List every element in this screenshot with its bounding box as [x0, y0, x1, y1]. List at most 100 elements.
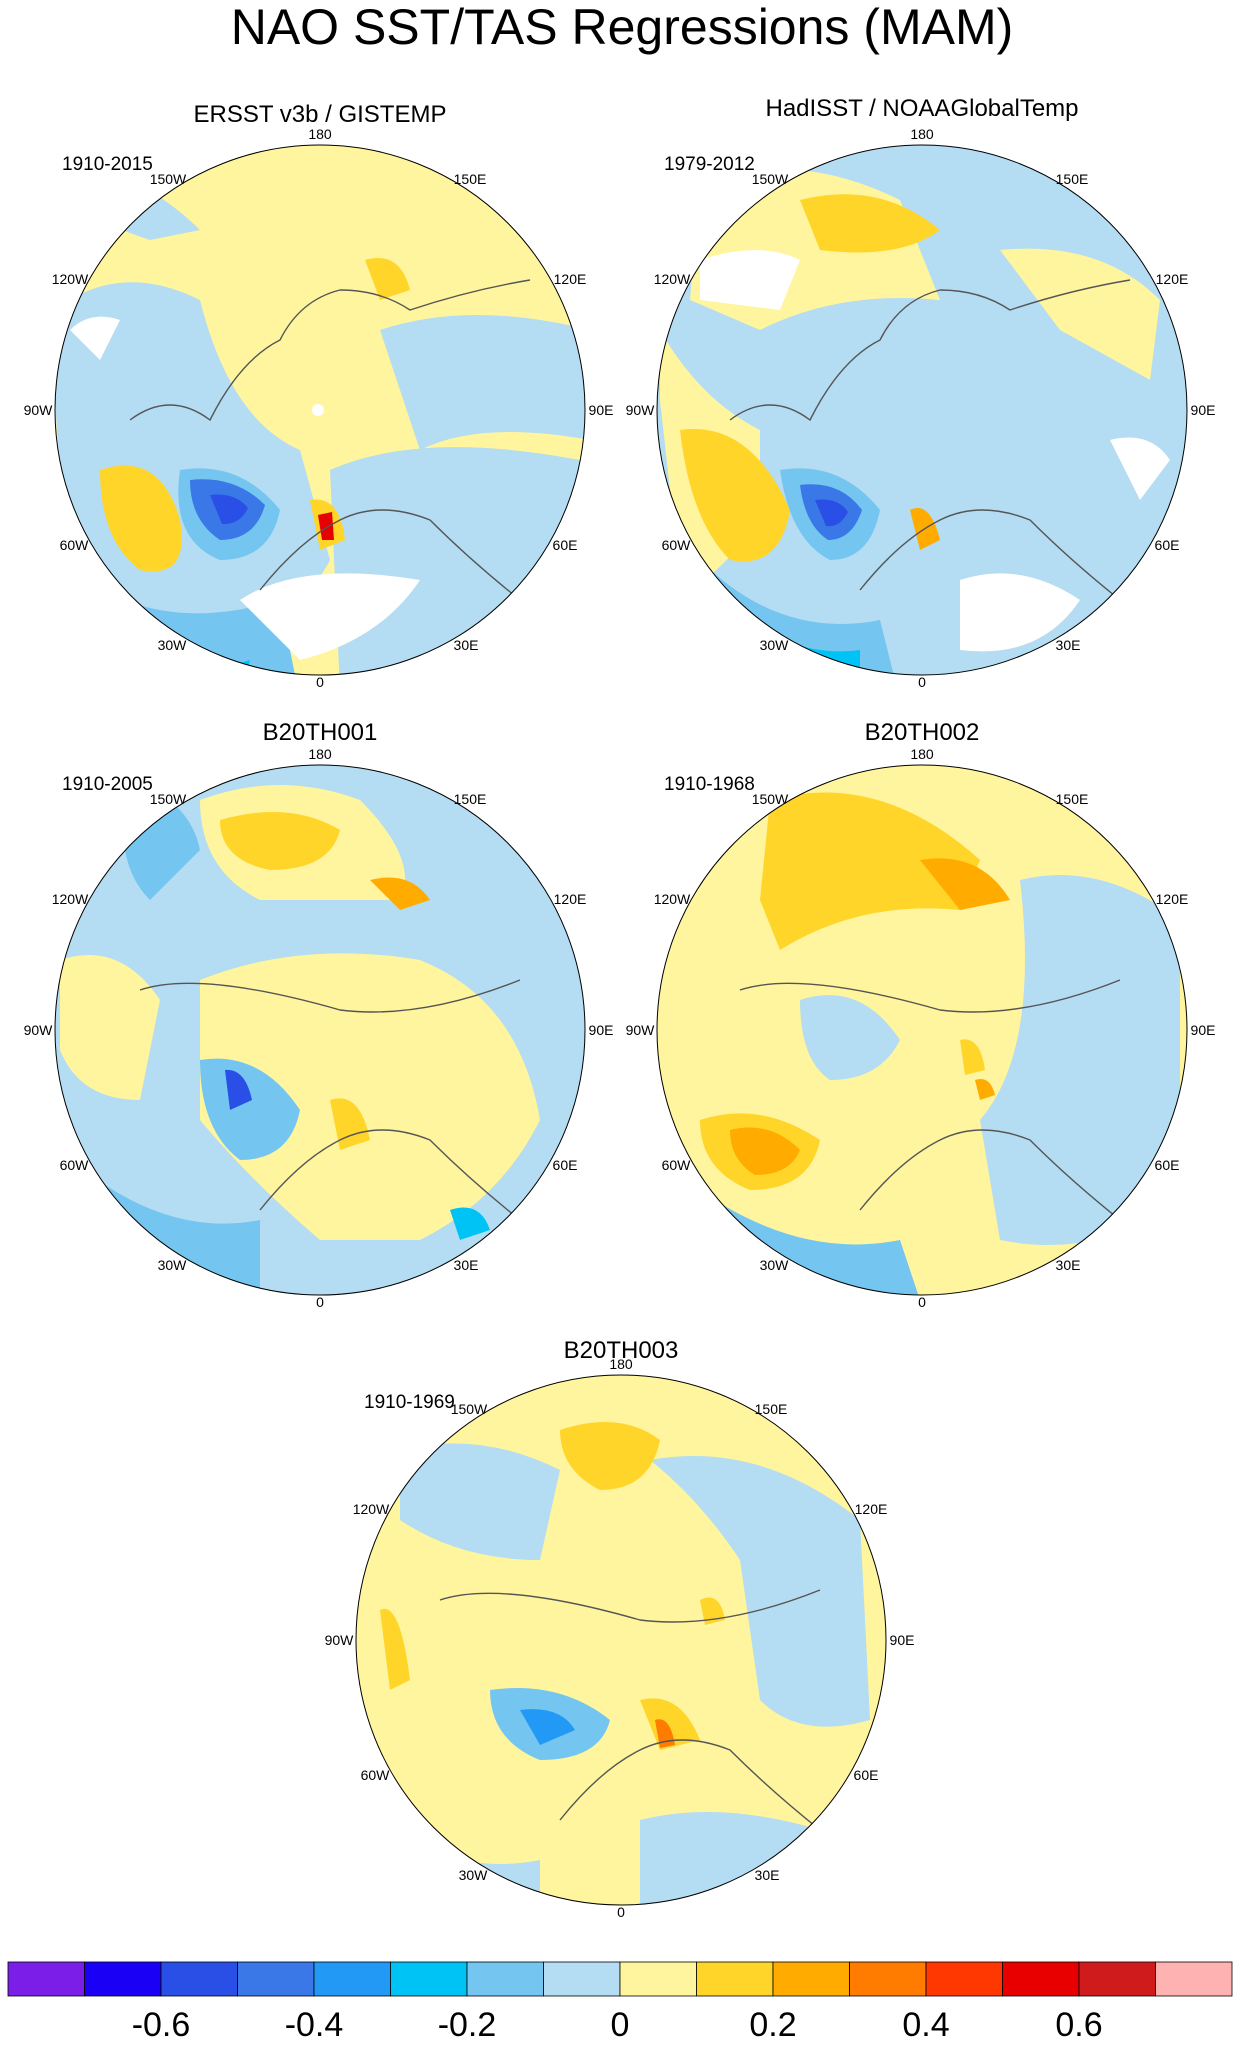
longitude-labels: 180 150E 120E 90E 60E 30E 0 30W 60W 90W … [626, 746, 1216, 1310]
colorbar-tick-label: -0.2 [438, 2006, 497, 2044]
svg-text:120E: 120E [855, 1501, 888, 1517]
colorbar-tick-label: -0.6 [132, 2006, 191, 2044]
svg-text:60E: 60E [553, 537, 578, 553]
svg-text:120W: 120W [52, 271, 89, 287]
svg-text:150W: 150W [150, 171, 187, 187]
colorbar-tick-label: 0.6 [1055, 2006, 1102, 2044]
map-panel-b2: B20TH002 1910-1968 180 150E 120E 90E 60E… [626, 719, 1216, 1310]
shaded-field [55, 765, 585, 1295]
colorbar-box [849, 1961, 927, 1997]
svg-text:180: 180 [609, 1356, 633, 1372]
svg-text:180: 180 [910, 126, 934, 142]
panel-period: 1910-2015 [62, 154, 153, 175]
map-panel-obs2: HadISST / NOAAGlobalTemp 1979-2012 18 [626, 95, 1216, 690]
svg-text:30E: 30E [1056, 1257, 1081, 1273]
shaded-field [657, 145, 1187, 675]
svg-text:60W: 60W [662, 1157, 692, 1173]
colorbar-box [7, 1961, 85, 1997]
colorbar-tick-label: 0 [611, 2006, 630, 2044]
svg-text:30W: 30W [760, 637, 790, 653]
svg-text:90W: 90W [24, 1022, 54, 1038]
figure-title: NAO SST/TAS Regressions (MAM) [231, 0, 1014, 55]
svg-text:90W: 90W [626, 402, 656, 418]
panel-title: B20TH002 [865, 719, 980, 746]
panel-period: 1979-2012 [664, 154, 755, 175]
map-panel-b1: B20TH001 1910-2005 180 150E 120E 90E 60E… [24, 719, 614, 1310]
colorbar-box [84, 1961, 162, 1997]
svg-text:120W: 120W [353, 1501, 390, 1517]
svg-text:120E: 120E [1156, 891, 1189, 907]
colorbar-box [160, 1961, 238, 1997]
svg-text:30E: 30E [454, 1257, 479, 1273]
svg-text:120E: 120E [554, 271, 587, 287]
colorbar-box [313, 1961, 391, 1997]
svg-text:30E: 30E [454, 637, 479, 653]
colorbar-labels: -0.6 -0.4 -0.2 0 0.2 0.4 0.6 [132, 2006, 1103, 2044]
svg-text:0: 0 [918, 1294, 926, 1310]
longitude-labels: 180 150E 120E 90E 60E 30E 0 30W 60W 90W … [626, 126, 1216, 690]
panel-period: 1910-2005 [62, 774, 153, 795]
svg-text:150E: 150E [454, 791, 487, 807]
panel-period: 1910-1968 [664, 774, 755, 795]
svg-text:150W: 150W [451, 1401, 488, 1417]
svg-text:60W: 60W [662, 537, 692, 553]
svg-text:90E: 90E [1191, 1022, 1216, 1038]
colorbar-box [1155, 1961, 1233, 1997]
colorbar-box [772, 1961, 850, 1997]
map-panel-b3: B20TH003 1910-1969 180 150E 120E 90E 60E… [325, 1337, 915, 1920]
colorbar-box [390, 1961, 468, 1997]
colorbar-box [1078, 1961, 1156, 1997]
svg-text:90E: 90E [1191, 402, 1216, 418]
svg-text:60W: 60W [361, 1767, 391, 1783]
svg-text:180: 180 [308, 746, 332, 762]
svg-text:90W: 90W [325, 1632, 355, 1648]
svg-text:90W: 90W [626, 1022, 656, 1038]
svg-text:150E: 150E [1056, 171, 1089, 187]
svg-text:120E: 120E [1156, 271, 1189, 287]
svg-text:30W: 30W [760, 1257, 790, 1273]
panel-period: 1910-1969 [364, 1392, 455, 1413]
colorbar-boxes [7, 1961, 1233, 1997]
longitude-labels: 180 150E 120E 90E 60E 30E 0 30W 60W 90W … [325, 1356, 915, 1920]
colorbar-box [925, 1961, 1003, 1997]
colorbar-box [466, 1961, 544, 1997]
colorbar-box [237, 1961, 315, 1997]
svg-text:30E: 30E [1056, 637, 1081, 653]
svg-text:30W: 30W [158, 637, 188, 653]
svg-text:150E: 150E [1056, 791, 1089, 807]
shaded-field [657, 765, 1187, 1295]
svg-text:60E: 60E [1155, 1157, 1180, 1173]
svg-text:120W: 120W [654, 891, 691, 907]
colorbar: -0.6 -0.4 -0.2 0 0.2 0.4 0.6 [7, 1961, 1233, 2044]
svg-text:120W: 120W [52, 891, 89, 907]
svg-text:150W: 150W [752, 171, 789, 187]
svg-text:120W: 120W [654, 271, 691, 287]
svg-text:180: 180 [910, 746, 934, 762]
colorbar-box [543, 1961, 621, 1997]
longitude-labels: 180 150E 120E 90E 60E 30E 0 30W 60W 90W … [24, 746, 614, 1310]
svg-text:90E: 90E [890, 1632, 915, 1648]
svg-text:30W: 30W [459, 1867, 489, 1883]
panel-title: B20TH001 [263, 719, 378, 746]
colorbar-box [619, 1961, 697, 1997]
colorbar-tick-label: 0.4 [902, 2006, 949, 2044]
svg-text:0: 0 [316, 674, 324, 690]
colorbar-box [1002, 1961, 1080, 1997]
svg-text:60W: 60W [60, 537, 90, 553]
svg-text:150E: 150E [454, 171, 487, 187]
colorbar-tick-label: 0.2 [749, 2006, 796, 2044]
svg-text:30E: 30E [755, 1867, 780, 1883]
map-panel-obs1: ERSST v3b / GISTEMP 1910-2015 [24, 101, 614, 690]
colorbar-box [696, 1961, 774, 1997]
svg-text:60E: 60E [553, 1157, 578, 1173]
panel-title: ERSST v3b / GISTEMP [194, 101, 447, 128]
svg-text:180: 180 [308, 126, 332, 142]
svg-text:90W: 90W [24, 402, 54, 418]
svg-text:0: 0 [918, 674, 926, 690]
svg-text:60E: 60E [854, 1767, 879, 1783]
svg-text:150W: 150W [150, 791, 187, 807]
svg-text:120E: 120E [554, 891, 587, 907]
shaded-field [55, 145, 585, 675]
svg-text:30W: 30W [158, 1257, 188, 1273]
